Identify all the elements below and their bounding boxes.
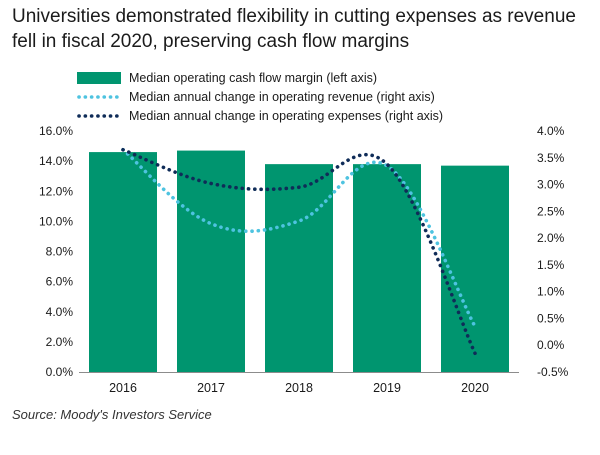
legend-item-expenses: Median annual change in operating expens… — [77, 106, 443, 125]
x-tick-label: 2018 — [285, 381, 313, 395]
right-tick-label: 1.0% — [537, 285, 565, 299]
legend-label-cash-flow-margin: Median operating cash flow margin (left … — [129, 70, 378, 85]
right-tick-label: 3.5% — [537, 151, 565, 165]
left-tick-label: 4.0% — [46, 305, 74, 319]
legend: Median operating cash flow margin (left … — [77, 68, 443, 125]
right-tick-label: -0.5% — [537, 365, 569, 379]
left-tick-label: 2.0% — [46, 335, 74, 349]
right-tick-label: 2.0% — [537, 231, 565, 245]
bar-2019 — [353, 164, 421, 372]
legend-swatch-expenses — [77, 108, 121, 124]
revenue-line — [121, 147, 477, 329]
legend-label-revenue: Median annual change in operating revenu… — [129, 89, 435, 104]
expenses-line — [121, 147, 477, 356]
left-tick-label: 12.0% — [39, 184, 73, 198]
left-tick-label: 6.0% — [46, 275, 74, 289]
right-tick-label: 1.5% — [537, 258, 565, 272]
bar-2020 — [441, 165, 509, 372]
left-tick-label: 8.0% — [46, 245, 74, 259]
legend-swatch-revenue — [77, 89, 121, 105]
right-tick-label: 0.0% — [537, 338, 565, 352]
left-tick-label: 10.0% — [39, 214, 73, 228]
chart-title: Universities demonstrated flexibility in… — [12, 6, 576, 52]
right-tick-label: 2.5% — [537, 204, 565, 218]
bar-2016 — [89, 152, 157, 372]
x-tick-label: 2019 — [373, 381, 401, 395]
bar-2018 — [265, 164, 333, 372]
x-tick-label: 2017 — [197, 381, 225, 395]
right-tick-label: 3.0% — [537, 178, 565, 192]
left-tick-label: 16.0% — [39, 124, 73, 138]
x-tick-label: 2020 — [461, 381, 489, 395]
legend-label-expenses: Median annual change in operating expens… — [129, 108, 444, 123]
legend-item-cash-flow-margin: Median operating cash flow margin (left … — [77, 68, 443, 87]
bar-2017 — [177, 150, 245, 372]
left-tick-label: 0.0% — [46, 365, 74, 379]
legend-item-revenue: Median annual change in operating revenu… — [77, 87, 443, 106]
right-tick-label: 0.5% — [537, 311, 565, 325]
legend-swatch-bar — [77, 70, 121, 86]
left-tick-label: 14.0% — [39, 154, 73, 168]
x-tick-label: 2016 — [109, 381, 137, 395]
source-note: Source: Moody's Investors Service — [12, 407, 212, 422]
right-tick-label: 4.0% — [537, 124, 565, 138]
